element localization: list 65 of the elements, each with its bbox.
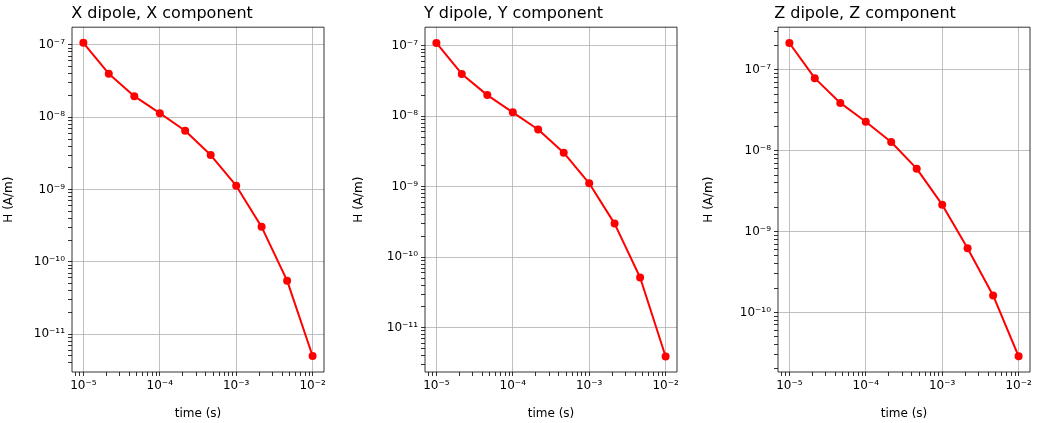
x-tick-label: 10⁻⁵ [776,378,803,393]
point [938,200,947,209]
point [130,92,139,101]
chart-title: Z dipole, Z component [774,2,956,22]
point [508,108,517,117]
point [79,38,88,47]
y-tick-label: 10⁻¹¹ [33,326,66,341]
point [661,352,670,361]
y-axis-title: H (A/m) [1,176,16,223]
point [155,109,164,118]
y-axis-title: H (A/m) [701,176,716,223]
point [887,138,896,147]
x-axis-title: time (s) [880,405,928,420]
y-tick-label: 10⁻⁷ [391,37,419,52]
x-tick-label: 10⁻⁵ [70,378,97,393]
point [785,38,794,47]
x-tick-label: 10⁻² [299,378,326,393]
point [610,219,619,228]
y-tick-label: 10⁻⁹ [744,223,772,238]
x-axis-title: time (s) [527,405,575,420]
y-tick-label: 10⁻¹⁰ [386,249,419,264]
y-tick-label: 10⁻¹⁰ [739,304,772,319]
x-axis-title: time (s) [174,405,222,420]
point [585,179,594,188]
y-tick-label: 10⁻⁸ [38,109,66,124]
y-tick-label: 10⁻⁸ [391,108,419,123]
x-tick-label: 10⁻⁵ [423,378,450,393]
point [308,351,317,360]
x-tick-label: 10⁻³ [928,378,956,393]
point [181,126,190,135]
y-tick-label: 10⁻¹¹ [386,319,419,334]
x-tick-label: 10⁻² [652,378,679,393]
point [810,74,819,83]
point [636,273,645,282]
point [232,181,241,190]
point [206,151,215,160]
point [257,222,266,231]
x-tick-label: 10⁻² [1005,378,1032,393]
point [559,148,568,157]
point [483,91,492,100]
x-tick-label: 10⁻³ [575,378,603,393]
point [457,69,466,78]
point [1014,352,1023,361]
point [836,98,845,107]
chart-title: Y dipole, Y component [422,2,604,22]
x-tick-label: 10⁻³ [222,378,250,393]
y-tick-label: 10⁻⁷ [38,37,66,52]
point [963,244,972,253]
point [861,117,870,126]
x-tick-label: 10⁻⁴ [146,378,174,393]
x-tick-label: 10⁻⁴ [499,378,527,393]
point [283,276,292,285]
point [989,291,998,300]
chart-title: X dipole, X component [71,2,253,22]
point [912,164,921,173]
y-tick-label: 10⁻⁹ [391,178,419,193]
y-axis-title: H (A/m) [351,176,366,223]
y-tick-label: 10⁻⁸ [744,142,772,157]
y-tick-label: 10⁻¹⁰ [33,254,66,269]
x-tick-label: 10⁻⁴ [852,378,880,393]
point [534,125,543,134]
y-tick-label: 10⁻⁹ [38,181,66,196]
point [104,69,113,78]
point [432,38,441,47]
y-tick-label: 10⁻⁷ [744,61,772,76]
